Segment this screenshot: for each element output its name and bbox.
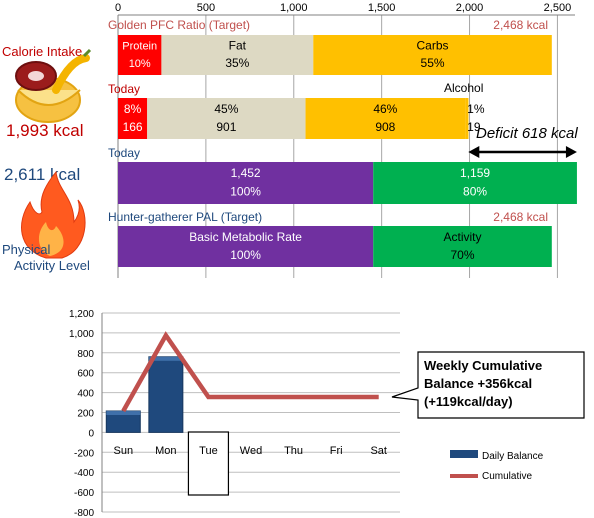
- y-tick-label: 800: [77, 349, 94, 360]
- y-tick-label: 400: [77, 389, 94, 400]
- segment-label-1: Activity: [443, 230, 481, 244]
- y-tick-label: -600: [74, 488, 94, 499]
- daily-balance-bar-highlight: [106, 411, 141, 416]
- x-category-label: Mon: [155, 445, 176, 457]
- segment-label-2: 55%: [421, 56, 445, 70]
- y-tick-label: 1,000: [69, 329, 94, 340]
- segment-label-2: 908: [375, 120, 395, 134]
- segment-label-2: 100%: [230, 248, 261, 262]
- segment-label-1: Protein: [122, 40, 157, 52]
- meat-and-banana-bowl-icon: [15, 48, 92, 123]
- top-x-tick-label: 500: [197, 2, 215, 14]
- daily-balance-bar-highlight: [148, 356, 183, 361]
- x-category-label[interactable]: Tue: [199, 445, 218, 457]
- bar-segment-protein: [118, 35, 162, 75]
- daily-balance-bar: [148, 356, 184, 433]
- flame-icon: [21, 170, 86, 259]
- bar-segment-carbs: [313, 35, 552, 75]
- segment-label-1: 1,159: [460, 166, 490, 180]
- row-label: Golden PFC Ratio (Target): [108, 18, 250, 32]
- segment-label-1: 1%: [467, 102, 485, 116]
- segment-label-1: Carbs: [417, 38, 449, 52]
- y-tick-label: 0: [88, 428, 94, 439]
- callout-line3: (+119kcal/day): [424, 394, 513, 409]
- bar-segment-activity: [373, 226, 552, 267]
- legend-daily-swatch: [450, 450, 478, 458]
- bar-segment-metabolic: [118, 162, 374, 204]
- segment-label-2: 901: [216, 120, 236, 134]
- x-category-label: Wed: [240, 445, 262, 457]
- row-label: Today: [108, 82, 140, 96]
- weekly-balance-chart: 1,200 1,000 800 600 400 200 0 -200 -400 -600 -800 S…: [69, 309, 400, 518]
- x-category-label: Sat: [370, 445, 387, 457]
- x-category-label: Thu: [284, 445, 303, 457]
- top-x-tick-label: 2,500: [544, 2, 572, 14]
- weekly-callout: Weekly Cumulative Balance +356kcal (+119…: [391, 351, 585, 419]
- bar-segment-fat: [147, 98, 306, 139]
- selected-day-box[interactable]: [187, 431, 230, 496]
- callout-line1: Weekly Cumulative: [424, 358, 542, 373]
- top-x-tick-label: 1,000: [280, 2, 308, 14]
- cumulative-line: [121, 331, 379, 413]
- deficit-arrowhead-left: [468, 146, 480, 158]
- row-total-label: 2,468 kcal: [493, 18, 548, 32]
- top-x-tick-label: 2,000: [456, 2, 484, 14]
- top-x-tick-label: 0: [115, 2, 121, 14]
- y-tick-label: -800: [74, 508, 94, 518]
- callout-line2: Balance +356kcal: [424, 376, 532, 391]
- deficit-arrowhead-right: [565, 146, 577, 158]
- bar-segment-metabolic: [118, 226, 374, 267]
- segment-label-2: 166: [123, 120, 143, 134]
- segment-label-1: Basic Metabolic Rate: [189, 230, 302, 244]
- row-total-label: 2,468 kcal: [493, 210, 548, 224]
- x-category-label: Fri: [330, 445, 343, 457]
- alcohol-label: Alcohol: [444, 81, 483, 95]
- bar-segment-carbs: [305, 98, 466, 139]
- segment-label-1: 1,452: [231, 166, 261, 180]
- segment-label-1: 45%: [214, 102, 238, 116]
- y-tick-label: -400: [74, 468, 94, 479]
- segment-label-1: Fat: [229, 38, 247, 52]
- segment-label-2: 10%: [129, 58, 151, 70]
- bar-segment-protein: [118, 98, 148, 139]
- legend: Daily Balance Cumulative: [450, 450, 544, 482]
- segment-label-1: 46%: [373, 102, 397, 116]
- y-tick-label: 600: [77, 369, 94, 380]
- calorie-intake-value: 1,993 kcal: [6, 121, 84, 140]
- burn-value: 2,611 kcal: [4, 165, 80, 184]
- pal-label-line1: Physical: [2, 242, 51, 257]
- legend-daily-label: Daily Balance: [482, 451, 544, 462]
- pal-label-line2: Activity Level: [14, 258, 90, 273]
- x-category-label: Sun: [113, 445, 133, 457]
- row-label: Hunter-gatherer PAL (Target): [108, 210, 262, 224]
- bar-segment-fat: [161, 35, 314, 75]
- top-x-tick-label: 1,500: [368, 2, 396, 14]
- y-tick-label: 200: [77, 409, 94, 420]
- segment-label-2: 35%: [225, 56, 249, 70]
- calorie-intake-label: Calorie Intake: [2, 44, 82, 59]
- segment-label-2: 70%: [450, 248, 474, 262]
- energy-balance-bar-chart: 0 500 1,000 1,500 2,000 2,500 Golden PFC Ratio…: [108, 2, 578, 278]
- segment-label-2: 100%: [230, 185, 261, 199]
- y-tick-label: -200: [74, 448, 94, 459]
- deficit-label: Deficit 618 kcal: [476, 125, 578, 142]
- segment-label-2: 19: [467, 120, 481, 134]
- segment-label-2: 80%: [463, 185, 487, 199]
- row-label: Today: [108, 146, 140, 160]
- legend-cumulative-label: Cumulative: [482, 471, 532, 482]
- bar-segment-alcohol: [465, 98, 469, 139]
- segment-label-1: 8%: [124, 102, 142, 116]
- bar-segment-activity: [373, 162, 577, 204]
- y-tick-label: 1,200: [69, 309, 94, 320]
